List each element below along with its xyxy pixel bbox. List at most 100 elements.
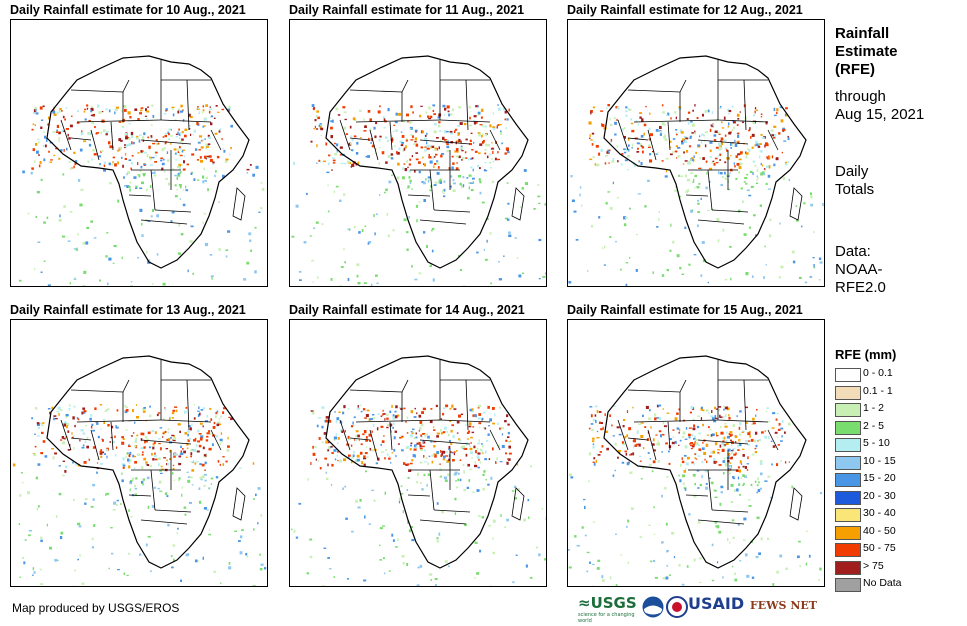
rainfall-pixel [216, 423, 220, 427]
rainfall-pixel [47, 284, 51, 286]
rainfall-pixel [126, 406, 128, 409]
rainfall-pixel [193, 417, 196, 420]
rainfall-pixel [819, 567, 822, 571]
rainfall-pixel [55, 147, 59, 150]
rainfall-pixel [321, 441, 324, 443]
rainfall-pixel [529, 576, 533, 579]
rainfall-pixel [583, 498, 586, 501]
rainfall-pixel [764, 480, 768, 482]
rainfall-pixel [730, 155, 732, 157]
rainfall-pixel [187, 425, 191, 427]
rainfall-pixel [208, 529, 211, 531]
rainfall-pixel [433, 429, 436, 431]
rainfall-pixel [462, 445, 465, 449]
rainfall-pixel [191, 484, 194, 486]
rainfall-pixel [440, 475, 442, 478]
rainfall-pixel [363, 118, 365, 121]
rainfall-pixel [492, 112, 494, 115]
rainfall-pixel [160, 159, 163, 162]
rainfall-pixel [99, 279, 101, 282]
rainfall-pixel [420, 423, 424, 427]
rainfall-pixel [47, 408, 51, 410]
rainfall-pixel [253, 498, 255, 500]
rainfall-pixel [37, 463, 41, 466]
rainfall-pixel [713, 420, 717, 423]
rainfall-pixel [182, 119, 185, 122]
rainfall-pixel [185, 189, 189, 192]
rainfall-pixel [658, 417, 661, 420]
rainfall-pixel [614, 442, 617, 446]
rainfall-pixel [161, 162, 165, 166]
rainfall-pixel [337, 450, 339, 453]
rainfall-pixel [190, 172, 193, 175]
rainfall-pixel [617, 456, 619, 459]
rainfall-pixel [709, 455, 712, 458]
rainfall-pixel [78, 179, 81, 182]
rainfall-pixel [355, 152, 359, 155]
rainfall-pixel [454, 451, 456, 453]
rainfall-pixel [715, 461, 718, 463]
rainfall-pixel [770, 496, 773, 499]
rainfall-pixel [646, 438, 650, 441]
rainfall-pixel [767, 537, 770, 540]
rainfall-pixel [332, 159, 336, 162]
rainfall-pixel [490, 282, 492, 285]
rainfall-pixel [751, 133, 755, 137]
rainfall-pixel [111, 163, 113, 166]
rainfall-pixel [433, 453, 437, 455]
rainfall-pixel [635, 120, 638, 123]
rainfall-pixel [682, 163, 685, 165]
rainfall-pixel [457, 175, 462, 178]
rainfall-pixel [142, 410, 146, 413]
rainfall-pixel [428, 145, 432, 147]
rainfall-pixel [159, 472, 163, 474]
rainfall-pixel [180, 171, 183, 173]
rainfall-pixel [202, 175, 205, 179]
country-border [767, 429, 779, 451]
rainfall-pixel [425, 178, 427, 181]
rainfall-pixel [441, 189, 444, 193]
rainfall-pixel [220, 415, 222, 418]
rainfall-pixel [202, 180, 205, 184]
rainfall-pixel [112, 262, 115, 264]
rainfall-pixel [624, 436, 627, 439]
rainfall-pixel [780, 460, 782, 462]
rainfall-pixel [644, 426, 647, 428]
rainfall-pixel [772, 445, 776, 448]
rainfall-pixel [128, 159, 132, 161]
rainfall-pixel [347, 454, 351, 457]
rainfall-pixel [82, 285, 86, 286]
rainfall-pixel [740, 187, 743, 190]
rainfall-pixel [365, 470, 367, 473]
rainfall-pixel [496, 457, 498, 460]
rainfall-pixel [739, 410, 742, 413]
rainfall-pixel [178, 223, 181, 227]
rainfall-pixel [334, 411, 336, 413]
rainfall-pixel [457, 150, 459, 153]
rainfall-pixel [139, 187, 143, 189]
rainfall-pixel [452, 189, 456, 193]
rainfall-pixel [498, 260, 500, 263]
country-border [110, 121, 114, 151]
rainfall-pixel [40, 126, 43, 129]
rainfall-pixel [484, 458, 488, 461]
rainfall-pixel [184, 134, 187, 138]
rainfall-pixel [141, 453, 144, 456]
rainfall-pixel [441, 178, 443, 181]
rainfall-pixel [413, 437, 417, 439]
rainfall-pixel [675, 145, 679, 148]
rainfall-pixel [157, 457, 161, 460]
rainfall-pixel [92, 149, 95, 152]
rainfall-pixel [172, 113, 175, 117]
rainfall-pixel [405, 138, 408, 141]
rainfall-pixel [195, 444, 198, 448]
rainfall-pixel [776, 463, 779, 466]
rainfall-pixel [469, 408, 473, 412]
rainfall-pixel [414, 444, 417, 448]
rainfall-pixel [460, 140, 462, 144]
rainfall-pixel [500, 132, 503, 135]
rainfall-pixel [766, 407, 769, 409]
rainfall-pixel [752, 417, 755, 421]
rainfall-pixel [506, 518, 510, 522]
rainfall-pixel [49, 161, 52, 163]
